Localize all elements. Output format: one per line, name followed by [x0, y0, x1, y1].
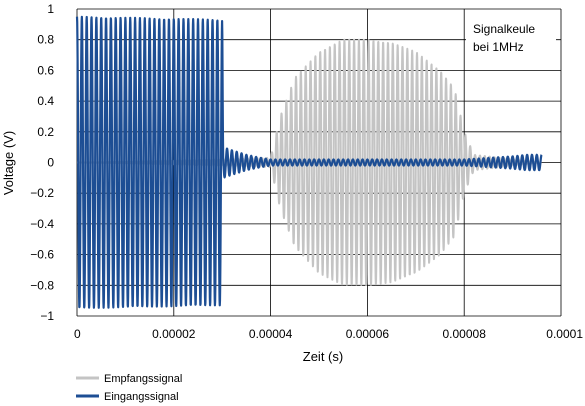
y-tick-label: 0.6 [37, 63, 54, 77]
y-axis-label: Voltage (V) [1, 131, 16, 195]
x-tick-label: 0 [74, 327, 81, 341]
x-tick-label: 0.00004 [249, 327, 293, 341]
annotation-box: Signalkeule bei 1MHz [466, 15, 556, 60]
y-tick-label: −0.6 [30, 248, 54, 262]
y-tick-label: 0.2 [37, 125, 54, 139]
x-tick-label: 0.0001 [546, 327, 583, 341]
y-tick-label: −0.8 [30, 278, 54, 292]
x-axis-label: Zeit (s) [303, 349, 343, 364]
x-tick-label: 0.00008 [443, 327, 487, 341]
y-tick-label: 0 [47, 156, 54, 170]
y-tick-label: −0.4 [30, 217, 54, 231]
annotation-background [466, 15, 556, 60]
series-line-eingangssignal [75, 15, 543, 309]
y-tick-label: 1 [47, 2, 54, 16]
y-tick-label: −1 [40, 309, 54, 323]
legend: Empfangssignal Eingangssignal [76, 373, 182, 403]
annotation-line-1: Signalkeule [473, 22, 535, 36]
legend-label-empfangssignal: Empfangssignal [104, 373, 182, 385]
legend-item-eingangssignal: Eingangssignal [76, 391, 179, 403]
x-axis-ticks: 0 0.00002 0.00004 0.00006 0.00008 0.0001 [74, 327, 583, 341]
x-tick-label: 0.00006 [346, 327, 390, 341]
x-tick-label: 0.00002 [152, 327, 196, 341]
y-tick-label: 0.4 [37, 94, 54, 108]
legend-item-empfangssignal: Empfangssignal [76, 373, 182, 385]
y-tick-label: −0.2 [30, 186, 54, 200]
y-tick-label: 0.8 [37, 33, 54, 47]
y-axis-ticks: 1 0.8 0.6 0.4 0.2 0 −0.2 −0.4 −0.6 −0.8 −1 [30, 2, 54, 323]
legend-label-eingangssignal: Eingangssignal [104, 391, 179, 403]
series-layer [75, 15, 543, 309]
annotation-line-2: bei 1MHz [473, 40, 524, 54]
series-line-empfangssignal [76, 38, 543, 286]
